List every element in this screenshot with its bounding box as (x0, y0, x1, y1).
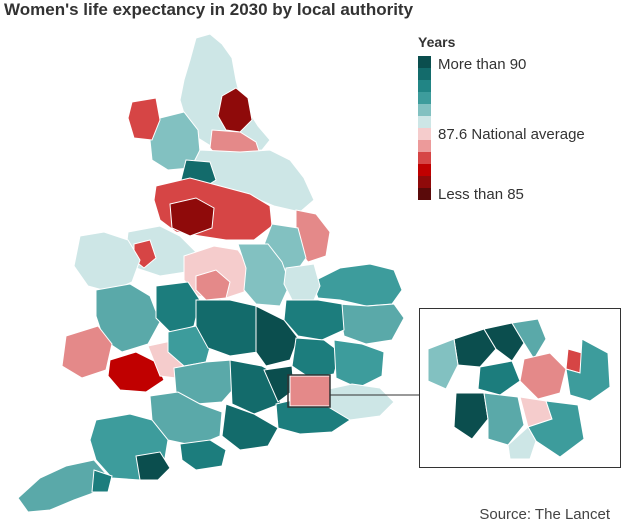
legend-bottom-label: Less than 85 (438, 186, 524, 203)
region-midlands-east (237, 243, 291, 307)
region-birmingham (195, 269, 231, 301)
legend-swatch-5 (418, 116, 431, 128)
legend: Years More than 90 87.6 National average… (418, 34, 618, 203)
legend-mid-label: 87.6 National average (438, 126, 585, 143)
region-devon-south (135, 451, 171, 481)
inset-borough-south-light (507, 426, 537, 460)
region-bucks (255, 305, 299, 367)
legend-color-ramp (418, 56, 431, 200)
legend-swatch-4 (418, 104, 431, 116)
inset-borough-east-red (519, 352, 567, 400)
legend-swatch-11 (418, 188, 431, 200)
inset-borough-far-se (527, 400, 585, 458)
region-dorset (179, 439, 227, 471)
region-west-cumbria (127, 97, 161, 141)
legend-swatch-8 (418, 152, 431, 164)
inset-borough-n (483, 322, 525, 362)
legend-swatch-10 (418, 176, 431, 188)
region-mid-wales (95, 283, 161, 353)
inset-borough-w (427, 338, 459, 390)
london-inset-map (427, 318, 611, 460)
inset-borough-sw-dark (453, 392, 489, 440)
map-regions (17, 33, 405, 513)
region-essex (333, 339, 385, 389)
region-norfolk (311, 263, 403, 307)
inset-borough-central (477, 360, 521, 396)
map-title: Women's life expectancy in 2030 by local… (4, 0, 414, 19)
source-credit: Source: The Lancet (479, 506, 610, 523)
region-west-wales (61, 325, 113, 379)
legend-heading: Years (418, 34, 456, 50)
legend-top-label: More than 90 (438, 56, 527, 73)
region-lincoln-south (283, 263, 321, 301)
region-south-wales (107, 351, 165, 393)
legend-swatch-0 (418, 56, 431, 68)
region-plymouth (91, 469, 113, 493)
legend-swatch-9 (418, 164, 431, 176)
london-highlight-box (287, 374, 331, 408)
legend-swatch-3 (418, 92, 431, 104)
london-inset (419, 308, 621, 468)
legend-swatch-6 (418, 128, 431, 140)
region-london (289, 375, 331, 407)
legend-swatch-7 (418, 140, 431, 152)
legend-swatch-2 (418, 80, 431, 92)
region-north-wales (73, 231, 141, 293)
inset-borough-ne (511, 318, 547, 360)
legend-swatch-1 (418, 68, 431, 80)
region-herts (291, 337, 341, 379)
region-northeast (217, 87, 253, 133)
inset-borough-far-east (565, 338, 611, 402)
region-hampshire (221, 403, 279, 451)
region-suffolk (337, 303, 405, 345)
region-manchester (169, 197, 215, 237)
